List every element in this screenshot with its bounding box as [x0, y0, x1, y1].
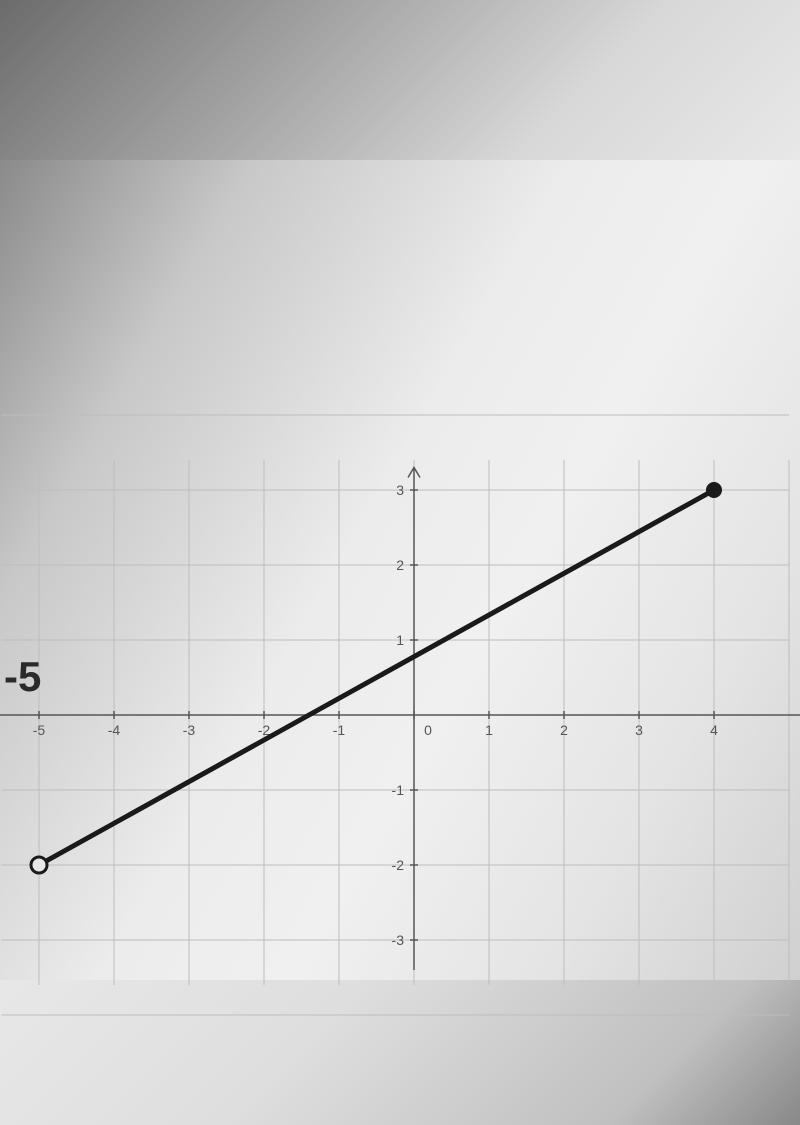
svg-text:4: 4: [710, 722, 718, 738]
handwritten-minus-five-label: -5: [4, 653, 41, 701]
svg-text:1: 1: [485, 722, 493, 738]
svg-text:-4: -4: [108, 722, 121, 738]
svg-text:-5: -5: [33, 722, 46, 738]
axes: [0, 468, 800, 971]
chart-svg: -5-4-3-2-11234-3-2-11230: [0, 190, 800, 1125]
svg-text:-1: -1: [333, 722, 346, 738]
line-segment: [31, 483, 721, 873]
svg-text:1: 1: [396, 632, 404, 648]
svg-text:2: 2: [396, 557, 404, 573]
svg-text:3: 3: [635, 722, 643, 738]
svg-text:-2: -2: [392, 857, 405, 873]
svg-text:3: 3: [396, 482, 404, 498]
svg-text:-3: -3: [392, 932, 405, 948]
svg-text:0: 0: [424, 722, 432, 738]
coordinate-chart: -5-4-3-2-11234-3-2-11230: [0, 190, 800, 870]
svg-text:-1: -1: [392, 782, 405, 798]
svg-text:2: 2: [560, 722, 568, 738]
svg-text:-3: -3: [183, 722, 196, 738]
